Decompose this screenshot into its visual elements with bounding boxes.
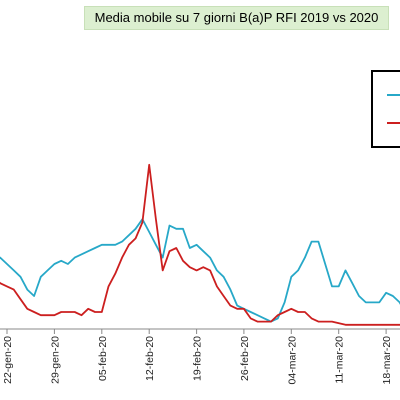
x-tick-label: 19-feb-20 [192, 336, 204, 381]
x-tick-label: 26-feb-20 [239, 336, 251, 381]
x-tick-label: 04-mar-20 [286, 336, 298, 385]
x-tick-label: 29-gen-20 [49, 336, 61, 384]
chart-title-box: Media mobile su 7 giorni B(a)P RFI 2019 … [84, 6, 389, 30]
x-tick-label: 18-mar-20 [381, 336, 393, 385]
legend-line-series-2 [387, 122, 400, 124]
x-tick-label: 11-mar-20 [334, 336, 346, 384]
x-tick-label: 12-feb-20 [144, 336, 156, 381]
x-tick-label: 22-gen-20 [2, 336, 14, 384]
series-layer [0, 163, 400, 326]
series-1-line [0, 218, 400, 323]
x-tick-marks [6, 329, 387, 334]
chart-title: Media mobile su 7 giorni B(a)P RFI 2019 … [94, 10, 379, 25]
legend-line-series-1 [387, 94, 400, 96]
series-2-line [0, 163, 400, 326]
x-tick-label: 05-feb-20 [97, 336, 109, 381]
x-tick-labels: 22-gen-20 29-gen-20 05-feb-20 12-feb-20 19-f… [2, 336, 393, 385]
legend [371, 70, 400, 148]
